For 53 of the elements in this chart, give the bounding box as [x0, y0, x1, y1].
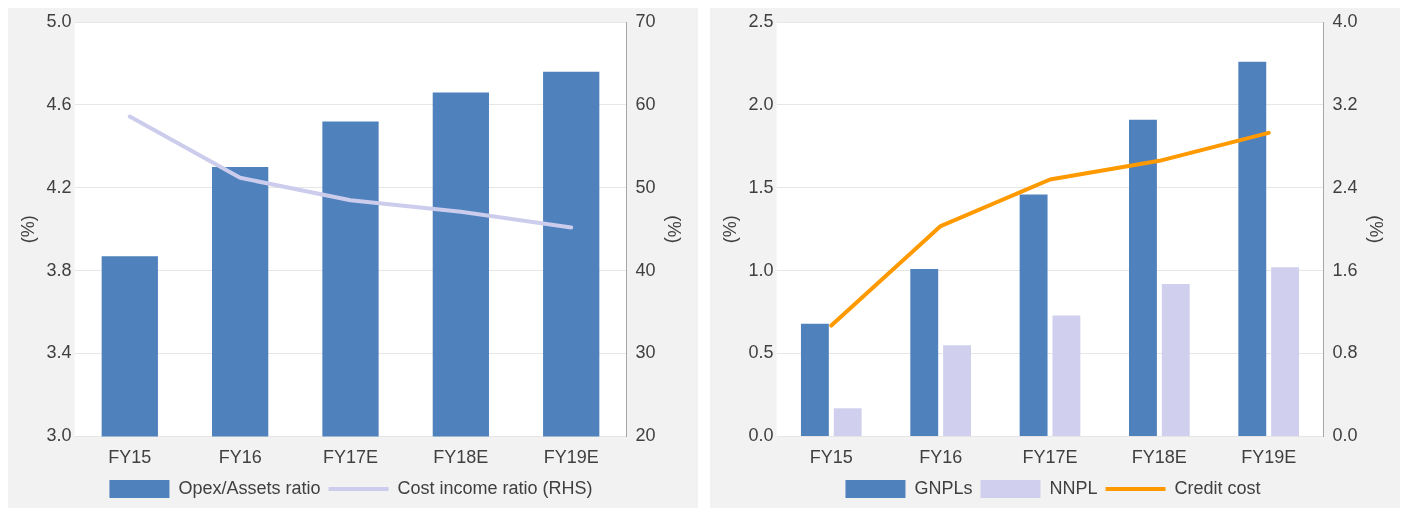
- y2-tick-label: 70: [635, 10, 656, 31]
- legend-label: Opex/Assets ratio: [178, 477, 321, 498]
- y-axis-title: (%): [17, 215, 38, 244]
- x-tick-label: FY15: [809, 447, 853, 468]
- bar: [1238, 61, 1267, 436]
- y2-axis-title: (%): [1366, 215, 1387, 244]
- bar: [1129, 119, 1157, 436]
- y-tick-label: 4.6: [46, 93, 72, 114]
- bar: [1271, 267, 1300, 436]
- y2-tick-label: 50: [635, 176, 656, 197]
- y-tick-label: 0.0: [748, 425, 774, 446]
- y-tick-label: 1.0: [748, 259, 774, 280]
- bar: [910, 268, 939, 436]
- x-tick-label: FY16: [919, 447, 963, 468]
- x-tick-label: FY15: [108, 447, 152, 468]
- y-tick-label: 3.4: [46, 342, 72, 363]
- x-tick-label: FY18E: [1131, 447, 1187, 468]
- y2-tick-label: 2.4: [1332, 176, 1358, 197]
- y-tick-label: 4.2: [46, 176, 72, 197]
- bar: [1052, 315, 1081, 436]
- y2-tick-label: 0.0: [1332, 425, 1358, 446]
- bar: [1161, 283, 1190, 436]
- y2-tick-label: 1.6: [1332, 259, 1358, 280]
- y2-tick-label: 20: [635, 425, 656, 446]
- y-tick-label: 3.8: [46, 259, 72, 280]
- y2-axis-title: (%): [664, 215, 685, 244]
- legend-label: NNPL: [1049, 477, 1098, 498]
- x-tick-label: FY17E: [1022, 447, 1078, 468]
- legend-label: GNPLs: [914, 477, 973, 498]
- y2-tick-label: 4.0: [1332, 10, 1358, 31]
- legend-label: Cost income ratio (RHS): [397, 477, 593, 498]
- bar: [833, 408, 862, 436]
- y-tick-label: 5.0: [46, 10, 72, 31]
- bar: [800, 323, 829, 436]
- bar: [943, 345, 971, 436]
- y2-tick-label: 3.2: [1332, 93, 1358, 114]
- y2-tick-label: 0.8: [1332, 342, 1358, 363]
- x-tick-label: FY19E: [543, 447, 599, 468]
- y2-tick-label: 40: [635, 259, 656, 280]
- x-tick-label: FY18E: [433, 447, 489, 468]
- x-tick-label: FY17E: [322, 447, 379, 468]
- y-tick-label: 2.5: [748, 10, 774, 31]
- y-tick-label: 0.5: [748, 342, 774, 363]
- y2-tick-label: 60: [635, 93, 656, 114]
- y-tick-label: 1.5: [748, 176, 774, 197]
- y2-tick-label: 30: [635, 342, 656, 363]
- legend-label: Credit cost: [1174, 477, 1261, 498]
- y-tick-label: 2.0: [748, 93, 774, 114]
- y-axis-title: (%): [719, 215, 740, 244]
- y-tick-label: 3.0: [46, 425, 72, 446]
- x-tick-label: FY16: [218, 447, 262, 468]
- bar: [1019, 194, 1048, 436]
- x-tick-label: FY19E: [1241, 447, 1297, 468]
